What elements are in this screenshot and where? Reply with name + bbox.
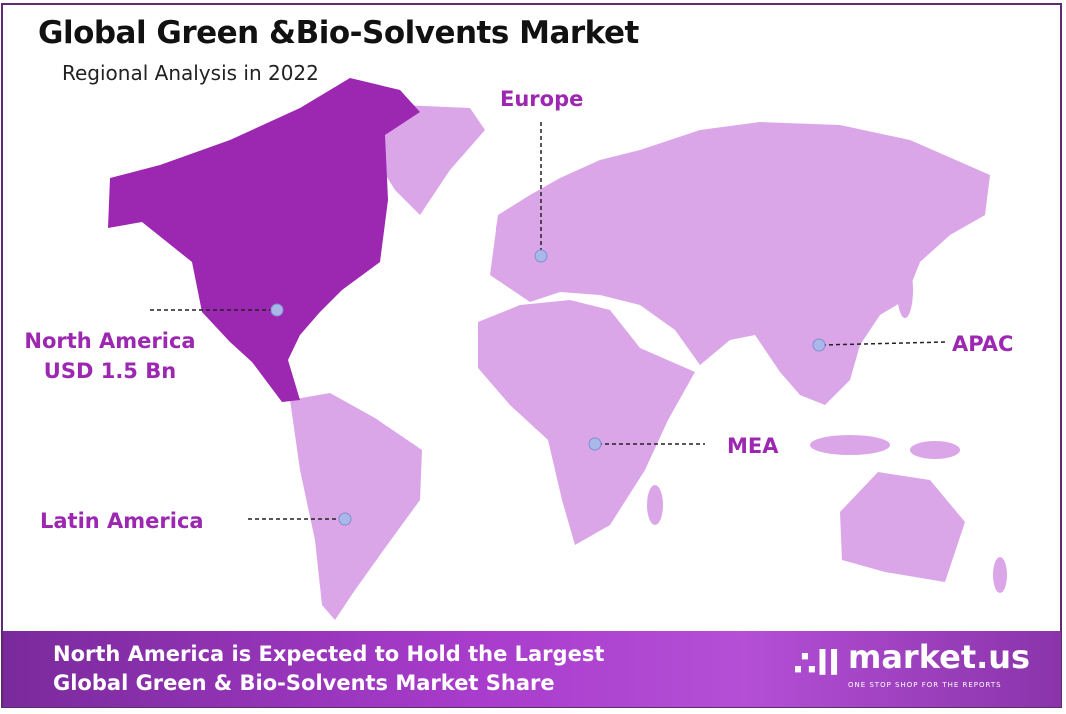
australia bbox=[840, 472, 965, 582]
madagascar bbox=[647, 485, 663, 525]
north-america-value: USD 1.5 Bn bbox=[43, 359, 177, 383]
latin-america-marker bbox=[338, 512, 352, 526]
new-zealand bbox=[993, 557, 1007, 593]
label-north-america: North America USD 1.5 Bn bbox=[8, 326, 212, 386]
europe-marker bbox=[534, 249, 548, 263]
apac-marker bbox=[812, 338, 826, 352]
europe-asia bbox=[490, 122, 990, 405]
footer-text: North America is Expected to Hold the La… bbox=[53, 640, 604, 698]
page-subtitle: Regional Analysis in 2022 bbox=[62, 61, 319, 85]
footer-line-1: North America is Expected to Hold the La… bbox=[53, 642, 605, 666]
label-europe: Europe bbox=[500, 87, 584, 111]
new-guinea bbox=[910, 441, 960, 459]
logo-tagline: ONE STOP SHOP FOR THE REPORTS bbox=[847, 681, 1002, 689]
indonesia bbox=[810, 435, 890, 455]
footer-banner: North America is Expected to Hold the La… bbox=[3, 631, 1061, 707]
japan bbox=[897, 262, 913, 318]
label-mea: MEA bbox=[727, 434, 779, 458]
page-title: Global Green &Bio-Solvents Market bbox=[38, 15, 639, 51]
africa bbox=[478, 300, 695, 545]
logo-mark-icon: ∴ll bbox=[793, 643, 840, 684]
south-america bbox=[290, 393, 422, 620]
market-us-logo: ∴ll market.us ONE STOP SHOP FOR THE REPO… bbox=[793, 637, 1030, 690]
mea-marker bbox=[588, 437, 602, 451]
label-latin-america: Latin America bbox=[40, 509, 204, 533]
uk bbox=[496, 214, 514, 246]
north-america-name: North America bbox=[24, 329, 196, 353]
logo-name: market.us bbox=[847, 638, 1031, 676]
label-apac: APAC bbox=[952, 332, 1014, 356]
footer-line-2: Global Green & Bio-Solvents Market Share bbox=[53, 671, 555, 695]
frame bbox=[1, 3, 1062, 708]
north-america-marker bbox=[270, 303, 284, 317]
greenland bbox=[360, 105, 485, 215]
north-america bbox=[108, 78, 420, 402]
